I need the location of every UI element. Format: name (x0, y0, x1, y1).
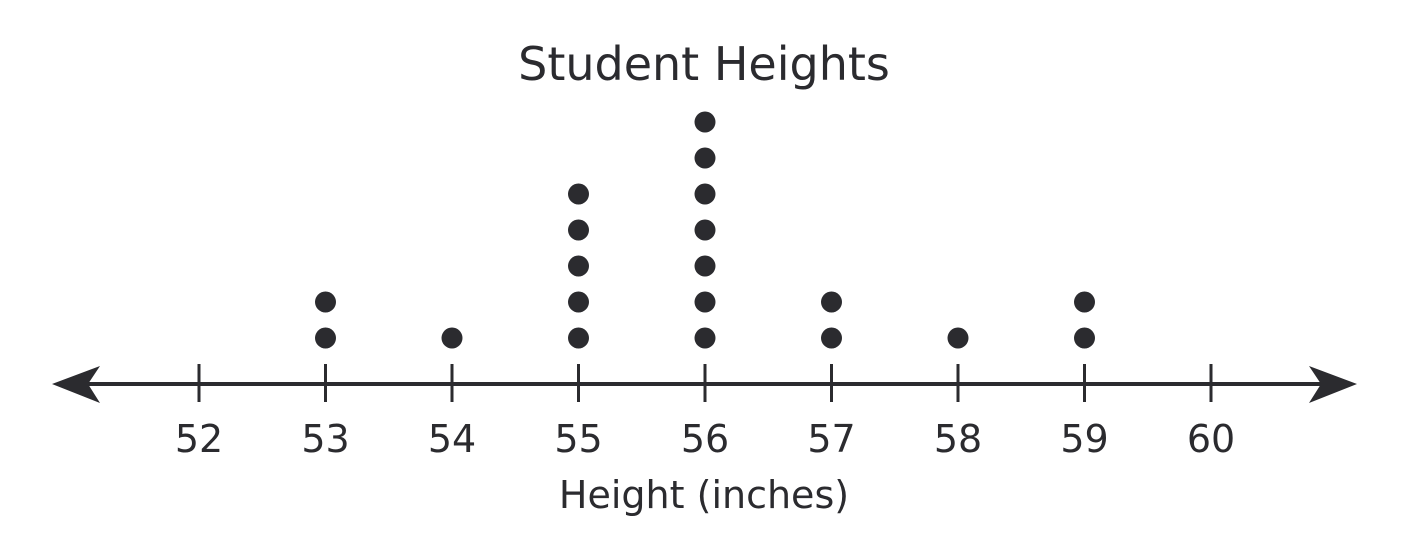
data-dot-55-1 (568, 327, 589, 349)
data-dot-59-2 (1074, 291, 1095, 313)
data-dot-55-3 (568, 255, 589, 277)
tick-marks (197, 364, 1213, 402)
data-dot-54-1 (441, 327, 463, 349)
data-dot-56-4 (694, 219, 716, 241)
right-arrow-icon (1309, 366, 1357, 403)
data-dots (315, 111, 1095, 349)
data-dot-55-2 (568, 291, 589, 313)
data-dot-53-2 (315, 291, 336, 313)
data-dot-56-2 (694, 291, 716, 313)
data-dot-57-2 (821, 291, 842, 313)
tick-label-58: 58 (934, 417, 982, 461)
tick-label-59: 59 (1060, 417, 1108, 461)
data-dot-53-1 (315, 327, 336, 349)
data-dot-56-6 (694, 147, 716, 169)
data-dot-58-1 (947, 327, 969, 349)
chart-title: Student Heights (518, 37, 890, 91)
data-dot-56-3 (694, 255, 716, 277)
data-dot-55-5 (568, 183, 589, 205)
data-dot-56-5 (694, 183, 716, 205)
tick-label-60: 60 (1187, 417, 1235, 461)
tick-label-56: 56 (681, 417, 729, 461)
x-axis-label: Height (inches) (559, 473, 849, 517)
left-arrow-icon (52, 366, 100, 403)
tick-labels: 52 53 54 55 56 57 58 59 60 (175, 417, 1235, 461)
tick-label-54: 54 (428, 417, 476, 461)
tick-label-52: 52 (175, 417, 223, 461)
tick-label-57: 57 (807, 417, 855, 461)
data-dot-56-7 (694, 111, 716, 133)
data-dot-56-1 (694, 327, 716, 349)
data-dot-59-1 (1074, 327, 1095, 349)
data-dot-55-4 (568, 219, 589, 241)
tick-label-55: 55 (554, 417, 602, 461)
data-dot-57-1 (821, 327, 842, 349)
tick-label-53: 53 (301, 417, 349, 461)
